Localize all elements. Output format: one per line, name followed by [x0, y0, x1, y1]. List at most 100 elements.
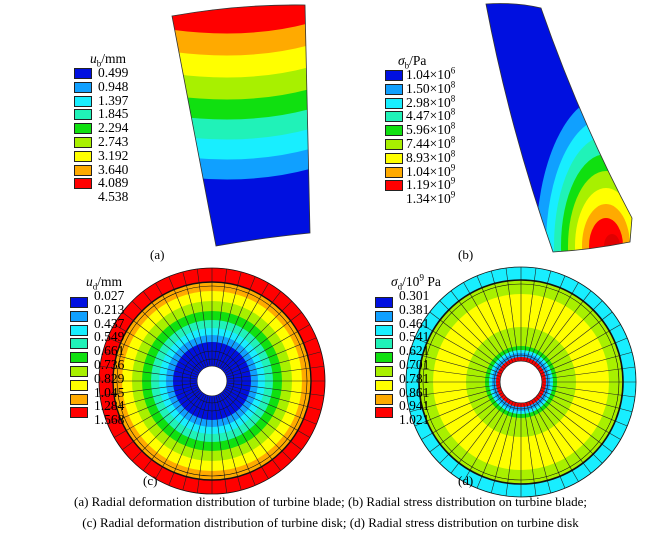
legend-value: 1.845: [98, 106, 129, 122]
legend-value: 4.089: [98, 175, 129, 191]
legend-value: 0.861: [399, 384, 430, 400]
mesh-line: [542, 387, 633, 413]
legend-value: 0.701: [399, 357, 430, 372]
mesh-line: [538, 395, 613, 453]
legend-swatch: [385, 70, 403, 81]
mesh-line: [213, 396, 228, 494]
mesh-line: [224, 390, 302, 451]
turbine-disk-deformation-plot: [98, 267, 326, 495]
caption-line-2: (c) Radial deformation distribution of t…: [82, 515, 579, 530]
mesh-line: [542, 351, 633, 377]
legend-value: 1.50×108: [406, 79, 456, 96]
mesh-line: [539, 392, 621, 440]
mesh-line: [490, 403, 516, 494]
mesh-circle: [98, 267, 326, 495]
mesh-line: [450, 399, 508, 474]
legend-swatch: [74, 68, 92, 79]
legend-swatch: [385, 97, 403, 109]
mesh-line: [414, 337, 501, 374]
mesh-line: [541, 390, 628, 427]
legend-value: 1.397: [98, 92, 129, 108]
panel-label-c: (c): [143, 473, 158, 488]
legend-swatch: [74, 178, 92, 190]
mesh-line: [225, 324, 311, 374]
mesh-circle: [405, 266, 637, 498]
legend-value: 0.829: [94, 370, 125, 386]
mesh-line: [227, 384, 322, 411]
mesh-circle: [418, 279, 624, 485]
mesh-line: [221, 291, 282, 369]
legend-value: 0.301: [399, 288, 430, 303]
legend-swatch: [74, 164, 92, 176]
mesh-line: [107, 386, 198, 425]
legend-value: 0.381: [399, 301, 430, 317]
turbine-disk-stress-plot: [405, 266, 637, 498]
mesh-line: [538, 311, 613, 369]
mesh-line: [421, 392, 503, 440]
legend-value: 1.045: [94, 384, 125, 400]
mesh-line: [99, 382, 197, 397]
legend-swatch: [74, 81, 92, 93]
mesh-line: [142, 393, 203, 471]
legend-swatch: [74, 137, 92, 148]
mesh-line: [217, 395, 256, 486]
mesh-line: [215, 396, 242, 491]
mesh-line: [223, 300, 293, 370]
legend-value: 0.781: [399, 370, 430, 386]
blade-a-outline: [171, 4, 311, 247]
mesh-line: [523, 403, 537, 497]
caption-line-1: (a) Radial deformation distribution of t…: [73, 494, 588, 509]
mesh-line: [99, 365, 197, 380]
mesh-line: [542, 384, 636, 398]
legend-value: 0.213: [94, 301, 125, 317]
mesh-line: [226, 386, 317, 425]
mesh-line: [406, 384, 500, 398]
legend-value: 0.027: [94, 288, 125, 303]
legend-swatch: [70, 352, 88, 364]
mesh-line: [196, 396, 211, 494]
legend-swatch: [385, 111, 403, 123]
legend-swatch: [70, 393, 88, 405]
mesh-line: [476, 402, 513, 489]
legend-swatch: [70, 310, 88, 322]
panel-label-b: (b): [458, 247, 474, 262]
legend-swatch: [74, 109, 92, 121]
mesh-circle: [422, 283, 620, 481]
mesh-line: [131, 300, 201, 370]
legend-title: σd/109 Pa: [391, 272, 441, 292]
legend-title: σb/Pa: [398, 53, 427, 71]
mesh-circle: [116, 285, 308, 477]
legend-value: 1.021: [399, 412, 430, 428]
mesh-line: [219, 394, 269, 480]
turbine-blade-deformation-plot: [171, 4, 311, 247]
legend-swatch: [70, 379, 88, 391]
legend-swatch: [375, 324, 393, 336]
mesh-line: [536, 300, 603, 367]
mesh-line: [122, 390, 200, 451]
legend-swatch: [385, 180, 403, 192]
legend-value: 0.541: [399, 329, 430, 345]
legend-value: 4.47×108: [406, 106, 456, 124]
legend-title: ub/mm: [90, 51, 127, 69]
mesh-line: [476, 275, 513, 362]
mesh-line: [523, 267, 537, 361]
legend-value: 0.661: [94, 343, 125, 359]
mesh-line: [406, 366, 500, 380]
mesh-line: [505, 267, 519, 361]
mesh-line: [421, 324, 503, 372]
legend-swatch: [385, 139, 403, 150]
mesh-line: [463, 282, 511, 364]
mesh-line: [182, 271, 209, 366]
legend-swatch: [74, 95, 92, 107]
mesh-line: [168, 395, 207, 486]
mesh-line: [155, 282, 205, 368]
legend-swatch: [375, 407, 393, 419]
mesh-circle: [189, 358, 235, 404]
mesh-line: [223, 392, 293, 462]
mesh-line: [542, 366, 636, 380]
legend-value: 1.34×109: [406, 189, 456, 207]
legend-swatch: [70, 366, 88, 377]
legend-swatch: [375, 338, 393, 350]
legend-swatch: [375, 393, 393, 405]
